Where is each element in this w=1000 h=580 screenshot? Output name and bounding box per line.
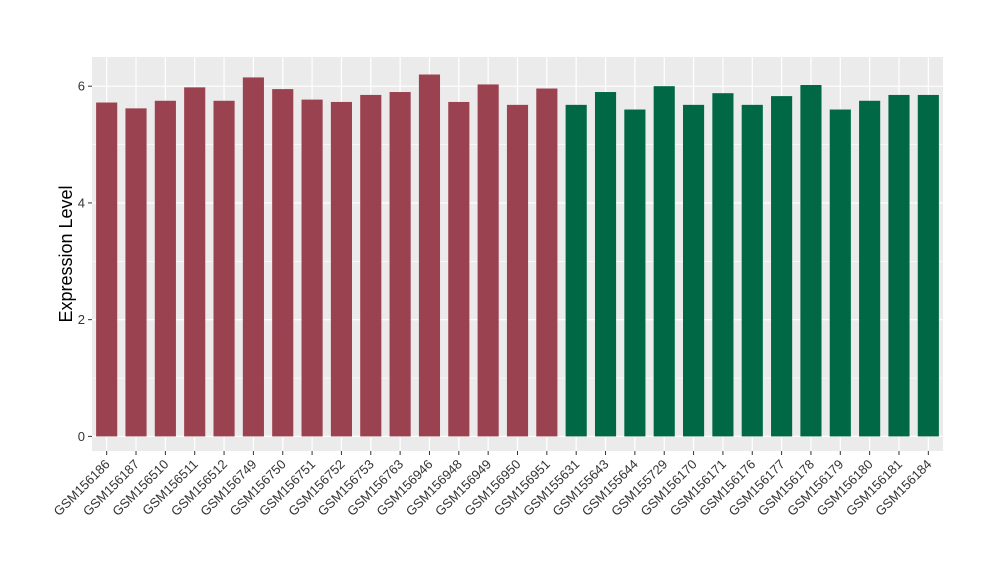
bar-GSM156949	[477, 84, 499, 437]
bar-GSM156179	[829, 109, 851, 437]
bar-GSM156950	[506, 104, 529, 437]
bar-GSM156511	[184, 87, 206, 437]
bar-GSM156510	[154, 100, 176, 437]
bar-GSM155729	[653, 86, 675, 437]
bar-GSM156750	[272, 89, 294, 437]
bar-GSM156749	[242, 77, 264, 437]
bar-GSM156178	[800, 85, 822, 437]
bar-GSM156751	[301, 99, 323, 437]
bar-GSM156180	[859, 100, 881, 437]
bar-GSM156512	[213, 100, 235, 437]
bar-GSM156753	[360, 94, 382, 437]
bar-GSM156177	[771, 96, 793, 437]
bar-GSM156948	[448, 101, 470, 437]
bar-GSM156951	[536, 88, 558, 437]
bar-GSM156946	[418, 74, 441, 437]
y-tick-label: 2	[78, 312, 85, 327]
bar-GSM155643	[594, 92, 617, 437]
bar-GSM155644	[624, 109, 646, 437]
bar-GSM156176	[741, 104, 763, 437]
bars	[96, 74, 939, 437]
bar-GSM156184	[917, 94, 939, 437]
y-axis-title: Expression Level	[56, 185, 76, 322]
bar-GSM156181	[888, 94, 910, 437]
bar-GSM156187	[125, 108, 147, 437]
y-tick-label: 4	[78, 195, 85, 210]
x-axis: GSM156186GSM156187GSM156510GSM156511GSM1…	[51, 451, 934, 519]
bar-GSM156186	[96, 102, 118, 437]
y-tick-label: 0	[78, 429, 85, 444]
bar-GSM156170	[683, 104, 705, 437]
bar-GSM155631	[565, 104, 587, 437]
bar-GSM156171	[712, 93, 734, 437]
bar-GSM156752	[330, 101, 352, 437]
y-tick-label: 6	[78, 79, 85, 94]
y-axis: 0 2 4 6	[78, 79, 92, 444]
bar-GSM156763	[389, 92, 411, 437]
